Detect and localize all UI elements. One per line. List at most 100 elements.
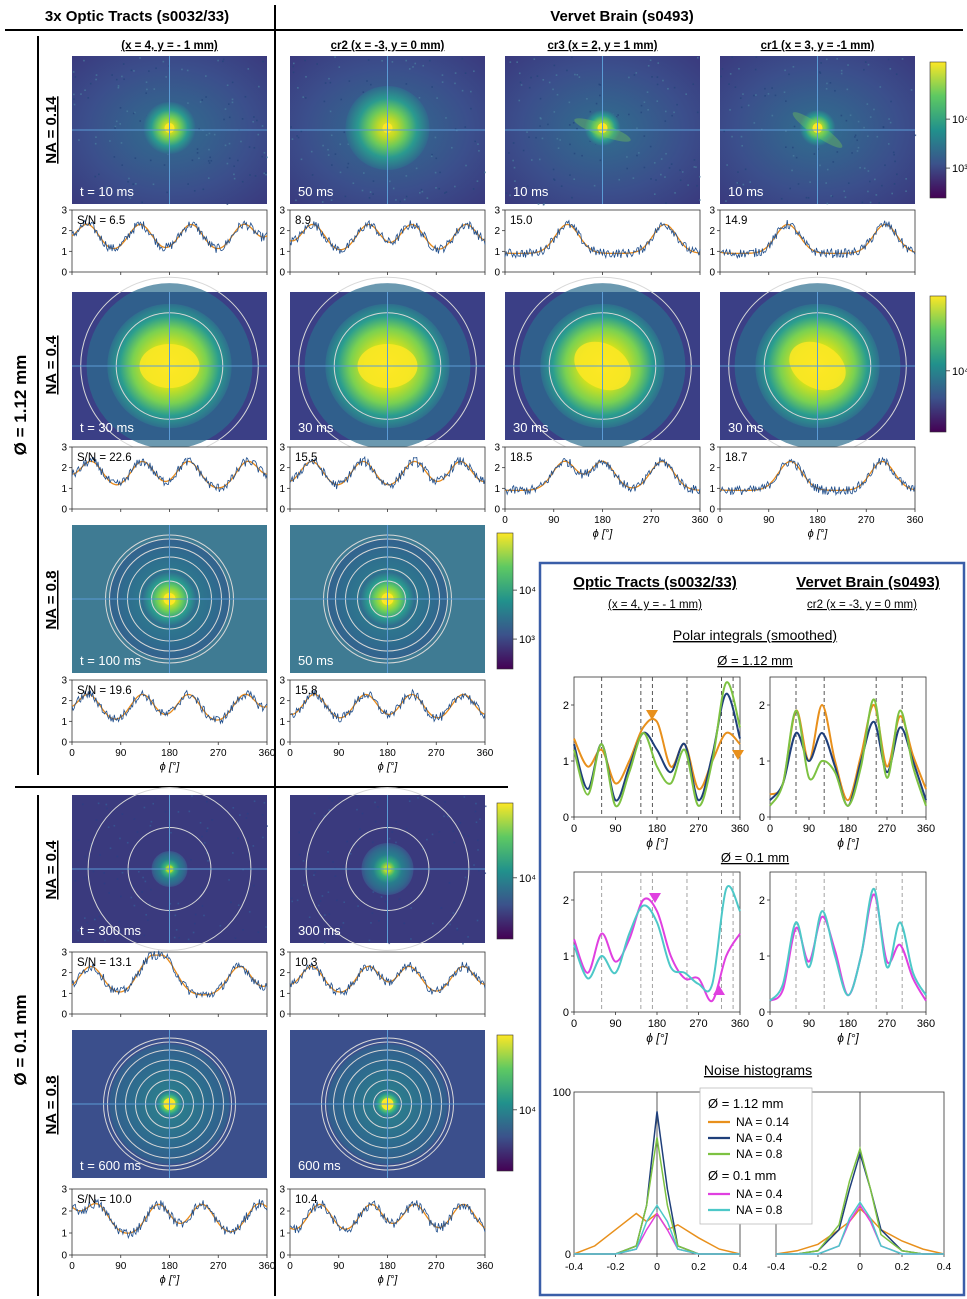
noise-speckle (896, 173, 898, 176)
noise-speckle (327, 148, 329, 151)
noise-speckle (265, 171, 267, 174)
polar-trace-plot: 0 1 2 3 14.9 (709, 206, 916, 279)
y-tick-label: 0 (279, 738, 285, 749)
noise-speckle (744, 168, 747, 171)
noise-speckle (664, 120, 667, 122)
noise-speckle (208, 148, 210, 151)
noise-speckle (119, 931, 122, 933)
noise-speckle (857, 146, 860, 149)
snr-label: 18.7 (725, 452, 747, 464)
noise-speckle (573, 152, 576, 155)
noise-speckle (252, 884, 255, 887)
y-tick-label: 2 (279, 226, 285, 237)
column-subheader: cr2 (x = -3, y = 0 mm) (331, 40, 445, 52)
noise-speckle (438, 831, 441, 833)
noise-speckle (569, 174, 571, 176)
noise-speckle (361, 812, 364, 815)
noise-speckle (199, 101, 202, 103)
noise-speckle (193, 190, 196, 192)
plot-frame (71, 1188, 268, 1256)
noise-speckle (233, 165, 235, 168)
y-tick-label: 3 (709, 443, 715, 454)
series-line (776, 1146, 944, 1255)
noise-speckle (321, 201, 324, 203)
colorbar-gradient (929, 295, 947, 433)
plot-frame (289, 1188, 486, 1256)
snr-label: S/N = 10.0 (77, 1194, 132, 1206)
noise-speckle (237, 159, 239, 162)
x-tick-label: 0 (571, 1018, 577, 1030)
noise-speckle (628, 113, 630, 116)
noise-speckle (805, 196, 808, 199)
noise-speckle (162, 60, 165, 63)
noise-speckle (426, 197, 429, 199)
noise-speckle (295, 199, 297, 202)
noise-speckle (109, 936, 111, 938)
colorbar-tick-label: 10³ (519, 634, 535, 646)
noise-speckle (640, 104, 643, 107)
noise-speckle (593, 184, 596, 187)
noise-speckle (628, 76, 630, 79)
noise-speckle (478, 150, 480, 152)
noise-speckle (440, 907, 443, 909)
noise-speckle (146, 88, 148, 91)
noise-speckle (876, 135, 879, 138)
noise-speckle (362, 91, 365, 93)
noise-speckle (464, 72, 467, 74)
noise-speckle (685, 93, 687, 95)
noise-speckle (113, 156, 116, 158)
noise-speckle (120, 895, 122, 898)
noise-speckle (825, 182, 827, 184)
noise-speckle (144, 880, 147, 883)
x-tick-label: 270 (210, 1261, 227, 1272)
legend-entry: NA = 0.8 (736, 1147, 783, 1161)
noise-speckle (889, 67, 892, 70)
noise-speckle (426, 838, 428, 841)
noise-speckle (141, 201, 143, 204)
noise-speckle (568, 101, 571, 104)
noise-speckle (310, 818, 312, 821)
noise-speckle (431, 153, 433, 156)
noise-speckle (576, 73, 579, 76)
noise-speckle (108, 892, 110, 894)
exposure-time-label: t = 10 ms (80, 184, 134, 199)
noise-speckle (754, 68, 757, 71)
noise-speckle (323, 941, 326, 944)
noise-speckle (307, 866, 309, 868)
x-tick-label: 360 (917, 1018, 935, 1030)
noise-speckle (825, 88, 828, 90)
plot-frame (504, 209, 701, 273)
x-tick-label: 0 (654, 1261, 660, 1273)
smoothed-trace (289, 693, 486, 719)
noise-speckle (119, 837, 121, 840)
noise-speckle (149, 159, 152, 162)
noise-speckle (118, 920, 121, 923)
noise-speckle (153, 88, 156, 90)
y-tick-label: 3 (279, 948, 285, 959)
noise-speckle (726, 164, 728, 166)
noise-speckle (414, 62, 417, 65)
x-tick-label: 90 (115, 748, 127, 759)
colorbar-tick-label: 10⁴ (952, 114, 967, 126)
noise-speckle (328, 913, 331, 915)
noise-speckle (228, 116, 231, 119)
noise-speckle (438, 187, 441, 190)
series-line (776, 1200, 944, 1255)
noise-speckle (792, 155, 795, 157)
noise-speckle (895, 73, 898, 76)
x-tick-label: 360 (477, 1261, 494, 1272)
noise-speckle (175, 929, 178, 931)
x-tick-label: 90 (609, 1018, 621, 1030)
noise-speckle (863, 68, 865, 71)
noise-speckle (687, 184, 689, 186)
x-tick-label: 0 (69, 1261, 75, 1272)
noise-speckle (208, 132, 211, 135)
noise-speckle (454, 185, 456, 188)
x-tick-label: 0.4 (733, 1261, 748, 1273)
noise-speckle (436, 97, 438, 99)
colorbar: 10⁴ (496, 1034, 536, 1172)
noise-speckle (696, 111, 699, 114)
noise-speckle (95, 78, 97, 81)
noise-speckle (164, 810, 167, 813)
